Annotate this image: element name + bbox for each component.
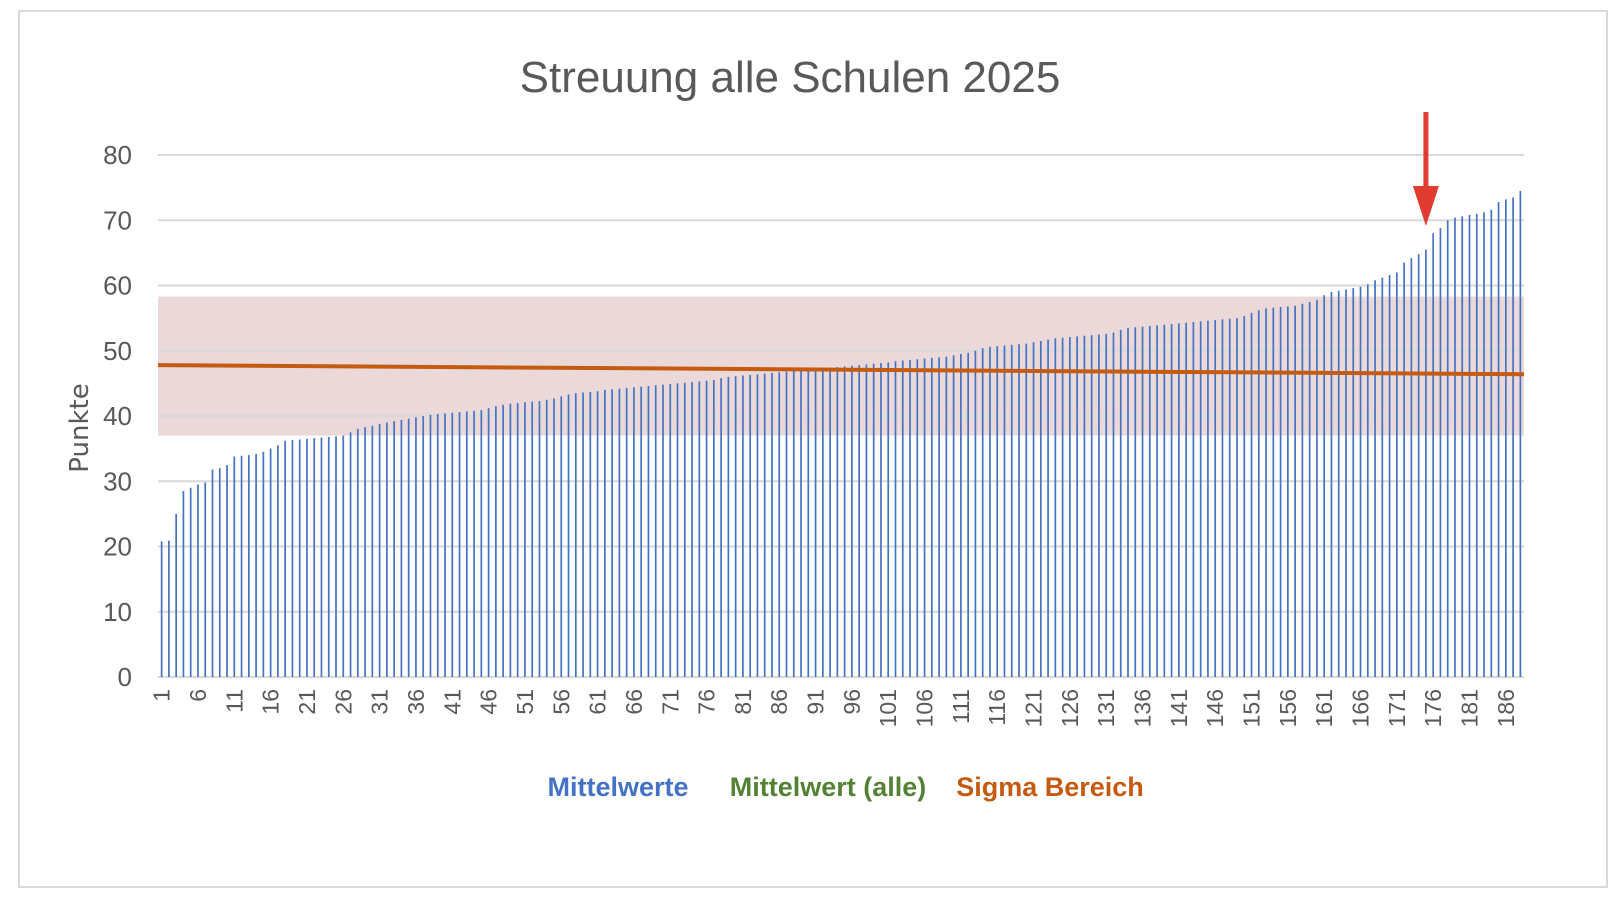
- legend-item-mittelwert-alle[interactable]: Mittelwert (alle): [730, 772, 927, 802]
- x-tick-label-71: 71: [657, 689, 683, 715]
- x-tick-label-61: 61: [585, 689, 611, 715]
- y-tick-label-80: 80: [103, 140, 132, 170]
- x-tick-label-171: 171: [1384, 689, 1410, 727]
- x-tick-label-186: 186: [1493, 689, 1519, 727]
- x-tick-label-156: 156: [1275, 689, 1301, 727]
- annotation-arrow-head: [1412, 186, 1439, 226]
- x-tick-label-106: 106: [912, 689, 938, 727]
- x-tick-label-41: 41: [439, 689, 465, 715]
- x-tick-label-141: 141: [1166, 689, 1192, 727]
- legend-item-mittelwerte[interactable]: Mittelwerte: [547, 772, 688, 802]
- x-tick-label-146: 146: [1202, 689, 1228, 727]
- x-tick-label-51: 51: [512, 689, 538, 715]
- y-tick-label-30: 30: [103, 466, 132, 496]
- y-tick-label-40: 40: [103, 401, 132, 431]
- x-tick-label-91: 91: [803, 689, 829, 715]
- x-tick-label-181: 181: [1457, 689, 1483, 727]
- x-tick-label-101: 101: [875, 689, 901, 727]
- x-tick-label-121: 121: [1021, 689, 1047, 727]
- y-tick-label-0: 0: [118, 662, 132, 692]
- y-tick-label-50: 50: [103, 336, 132, 366]
- x-tick-label-166: 166: [1348, 689, 1374, 727]
- x-tick-label-116: 116: [984, 689, 1010, 726]
- x-tick-label-36: 36: [403, 689, 429, 715]
- x-tick-label-176: 176: [1420, 689, 1446, 727]
- x-tick-label-76: 76: [694, 689, 720, 715]
- x-tick-label-81: 81: [730, 689, 756, 715]
- x-tick-label-21: 21: [294, 689, 320, 715]
- y-axis-label: Punkte: [65, 383, 95, 472]
- x-tick-label-16: 16: [258, 689, 284, 715]
- x-tick-label-1: 1: [149, 689, 175, 702]
- x-tick-label-56: 56: [548, 689, 574, 715]
- y-tick-label-10: 10: [103, 597, 132, 627]
- x-tick-label-131: 131: [1093, 689, 1119, 727]
- x-tick-label-46: 46: [476, 689, 502, 715]
- chart-title: Streuung alle Schulen 2025: [520, 53, 1061, 102]
- mean-line: [157, 363, 1525, 377]
- y-tick-label-70: 70: [103, 205, 132, 235]
- x-tick-label-11: 11: [221, 689, 247, 713]
- x-tick-label-31: 31: [367, 689, 393, 715]
- x-tick-label-66: 66: [621, 689, 647, 715]
- legend-item-sigma-bereich[interactable]: Sigma Bereich: [956, 772, 1144, 802]
- x-tick-label-126: 126: [1057, 689, 1083, 727]
- chart-svg: Streuung alle Schulen 2025 0 10 20 30 40 50 60…: [65, 53, 1525, 802]
- x-tick-label-96: 96: [839, 689, 865, 715]
- x-tick-label-111: 111: [948, 689, 974, 724]
- x-tick-label-6: 6: [185, 689, 211, 702]
- x-tick-label-161: 161: [1311, 689, 1337, 727]
- y-tick-label-20: 20: [103, 532, 132, 562]
- x-tick-label-136: 136: [1130, 689, 1156, 727]
- x-tick-label-26: 26: [330, 689, 356, 715]
- x-tick-label-151: 151: [1239, 689, 1265, 727]
- y-tick-label-60: 60: [103, 271, 132, 301]
- x-tick-label-86: 86: [766, 689, 792, 715]
- chart-frame: Streuung alle Schulen 2025 0 10 20 30 40 50 60…: [18, 10, 1608, 888]
